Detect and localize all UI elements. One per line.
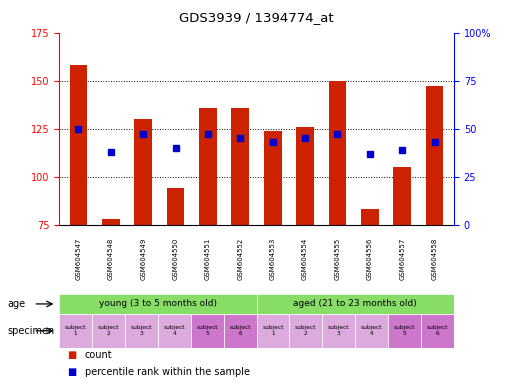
Bar — [191, 314, 224, 348]
Text: GSM604548: GSM604548 — [108, 238, 114, 280]
Text: subject
4: subject 4 — [164, 325, 185, 336]
Text: subject
3: subject 3 — [328, 325, 349, 336]
Bar — [355, 314, 388, 348]
Bar — [421, 314, 454, 348]
Text: GSM604553: GSM604553 — [270, 238, 275, 280]
Bar — [134, 119, 152, 225]
Text: percentile rank within the sample: percentile rank within the sample — [85, 367, 250, 377]
Text: count: count — [85, 350, 112, 360]
Text: GSM604557: GSM604557 — [399, 238, 405, 280]
Text: GSM604551: GSM604551 — [205, 238, 211, 280]
Text: subject
4: subject 4 — [361, 325, 383, 336]
Text: age: age — [8, 299, 26, 309]
Bar — [256, 294, 454, 314]
Text: GSM604554: GSM604554 — [302, 238, 308, 280]
Text: specimen: specimen — [8, 326, 55, 336]
Bar — [426, 86, 443, 225]
Bar — [224, 314, 256, 348]
Bar — [70, 65, 87, 225]
Text: subject
2: subject 2 — [295, 325, 317, 336]
Text: subject
1: subject 1 — [262, 325, 284, 336]
Bar — [256, 314, 289, 348]
Bar — [328, 81, 346, 225]
Text: GSM604549: GSM604549 — [140, 238, 146, 280]
Bar — [231, 108, 249, 225]
Bar — [102, 219, 120, 225]
Bar — [125, 314, 158, 348]
Text: GSM604547: GSM604547 — [75, 238, 82, 280]
Text: subject
2: subject 2 — [97, 325, 119, 336]
Text: aged (21 to 23 months old): aged (21 to 23 months old) — [293, 300, 417, 308]
Text: subject
6: subject 6 — [229, 325, 251, 336]
Bar — [167, 188, 185, 225]
Text: GSM604556: GSM604556 — [367, 238, 373, 280]
Text: GSM604555: GSM604555 — [334, 238, 341, 280]
Bar — [264, 131, 282, 225]
Bar — [388, 314, 421, 348]
Text: subject
3: subject 3 — [130, 325, 152, 336]
Bar — [92, 314, 125, 348]
Text: ■: ■ — [67, 350, 76, 360]
Bar — [59, 314, 92, 348]
Text: GSM604552: GSM604552 — [238, 238, 243, 280]
Text: subject
5: subject 5 — [196, 325, 218, 336]
Bar — [59, 294, 256, 314]
Text: ■: ■ — [67, 367, 76, 377]
Bar — [158, 314, 191, 348]
Text: GDS3939 / 1394774_at: GDS3939 / 1394774_at — [179, 12, 334, 25]
Bar — [296, 127, 314, 225]
Text: subject
5: subject 5 — [394, 325, 416, 336]
Text: subject
1: subject 1 — [65, 325, 86, 336]
Text: GSM604550: GSM604550 — [172, 238, 179, 280]
Bar — [289, 314, 322, 348]
Bar — [199, 108, 217, 225]
Bar — [393, 167, 411, 225]
Text: young (3 to 5 months old): young (3 to 5 months old) — [98, 300, 217, 308]
Bar — [361, 209, 379, 225]
Text: GSM604558: GSM604558 — [431, 238, 438, 280]
Text: subject
6: subject 6 — [427, 325, 448, 336]
Bar — [322, 314, 355, 348]
